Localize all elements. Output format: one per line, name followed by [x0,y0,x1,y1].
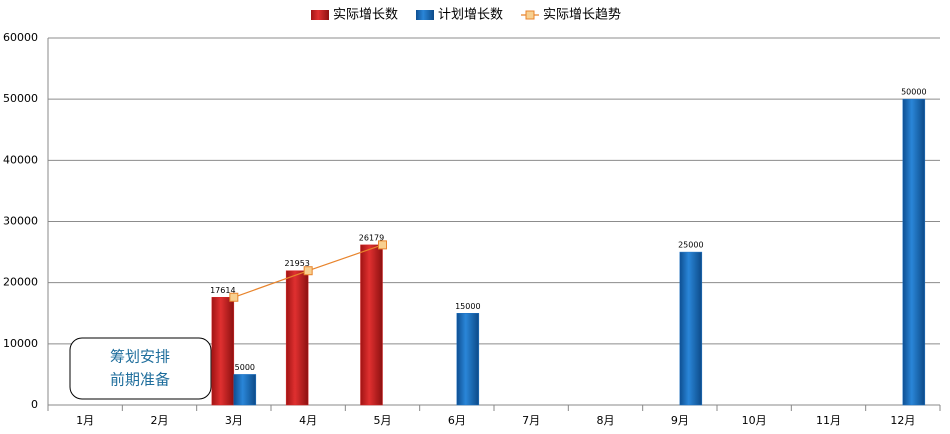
x-tick-label: 4月 [299,414,317,427]
annotation: 筹划安排 [110,348,170,366]
x-tick-label: 1月 [76,414,94,427]
x-tick-label: 6月 [448,414,466,427]
x-tick-label: 11月 [816,414,841,427]
x-tick-label: 3月 [225,414,243,427]
value-label: 26179 [359,233,384,242]
legend-label: 实际增长趋势 [543,7,621,23]
value-label: 17614 [210,286,235,295]
x-tick-label: 7月 [522,414,540,427]
x-tick-label: 2月 [151,414,169,427]
x-tick-label: 10月 [742,414,767,427]
bar [285,270,309,406]
y-tick-label: 40000 [3,153,38,166]
legend-swatch [525,10,535,20]
value-label: 21953 [284,259,309,268]
bar [360,244,383,406]
x-tick-label: 12月 [890,414,915,427]
bar [456,313,480,406]
value-label: 15000 [455,302,480,311]
y-tick-label: 50000 [3,92,38,105]
bar [902,98,926,406]
y-tick-label: 20000 [3,276,38,289]
bar [211,297,235,406]
legend-swatch [311,10,329,20]
trend-point [378,240,387,250]
y-tick-label: 10000 [3,337,38,350]
x-tick-label: 5月 [374,414,392,427]
legend-swatch [416,10,434,20]
y-tick-label: 0 [31,398,38,411]
y-tick-label: 60000 [3,31,38,44]
legend-label: 计划增长数 [438,8,503,23]
trend-point [303,266,313,276]
annotation: 前期准备 [110,371,170,389]
y-tick-label: 30000 [3,215,38,228]
annotation-box [69,337,212,400]
value-label: 50000 [901,88,926,97]
value-label: 25000 [678,241,703,250]
bar [679,251,703,406]
x-tick-label: 9月 [671,414,689,427]
bar [233,374,257,406]
x-tick-label: 8月 [597,414,615,427]
trend-point [229,292,239,302]
legend-label: 实际增长数 [333,8,398,23]
value-label: 5000 [235,363,255,372]
